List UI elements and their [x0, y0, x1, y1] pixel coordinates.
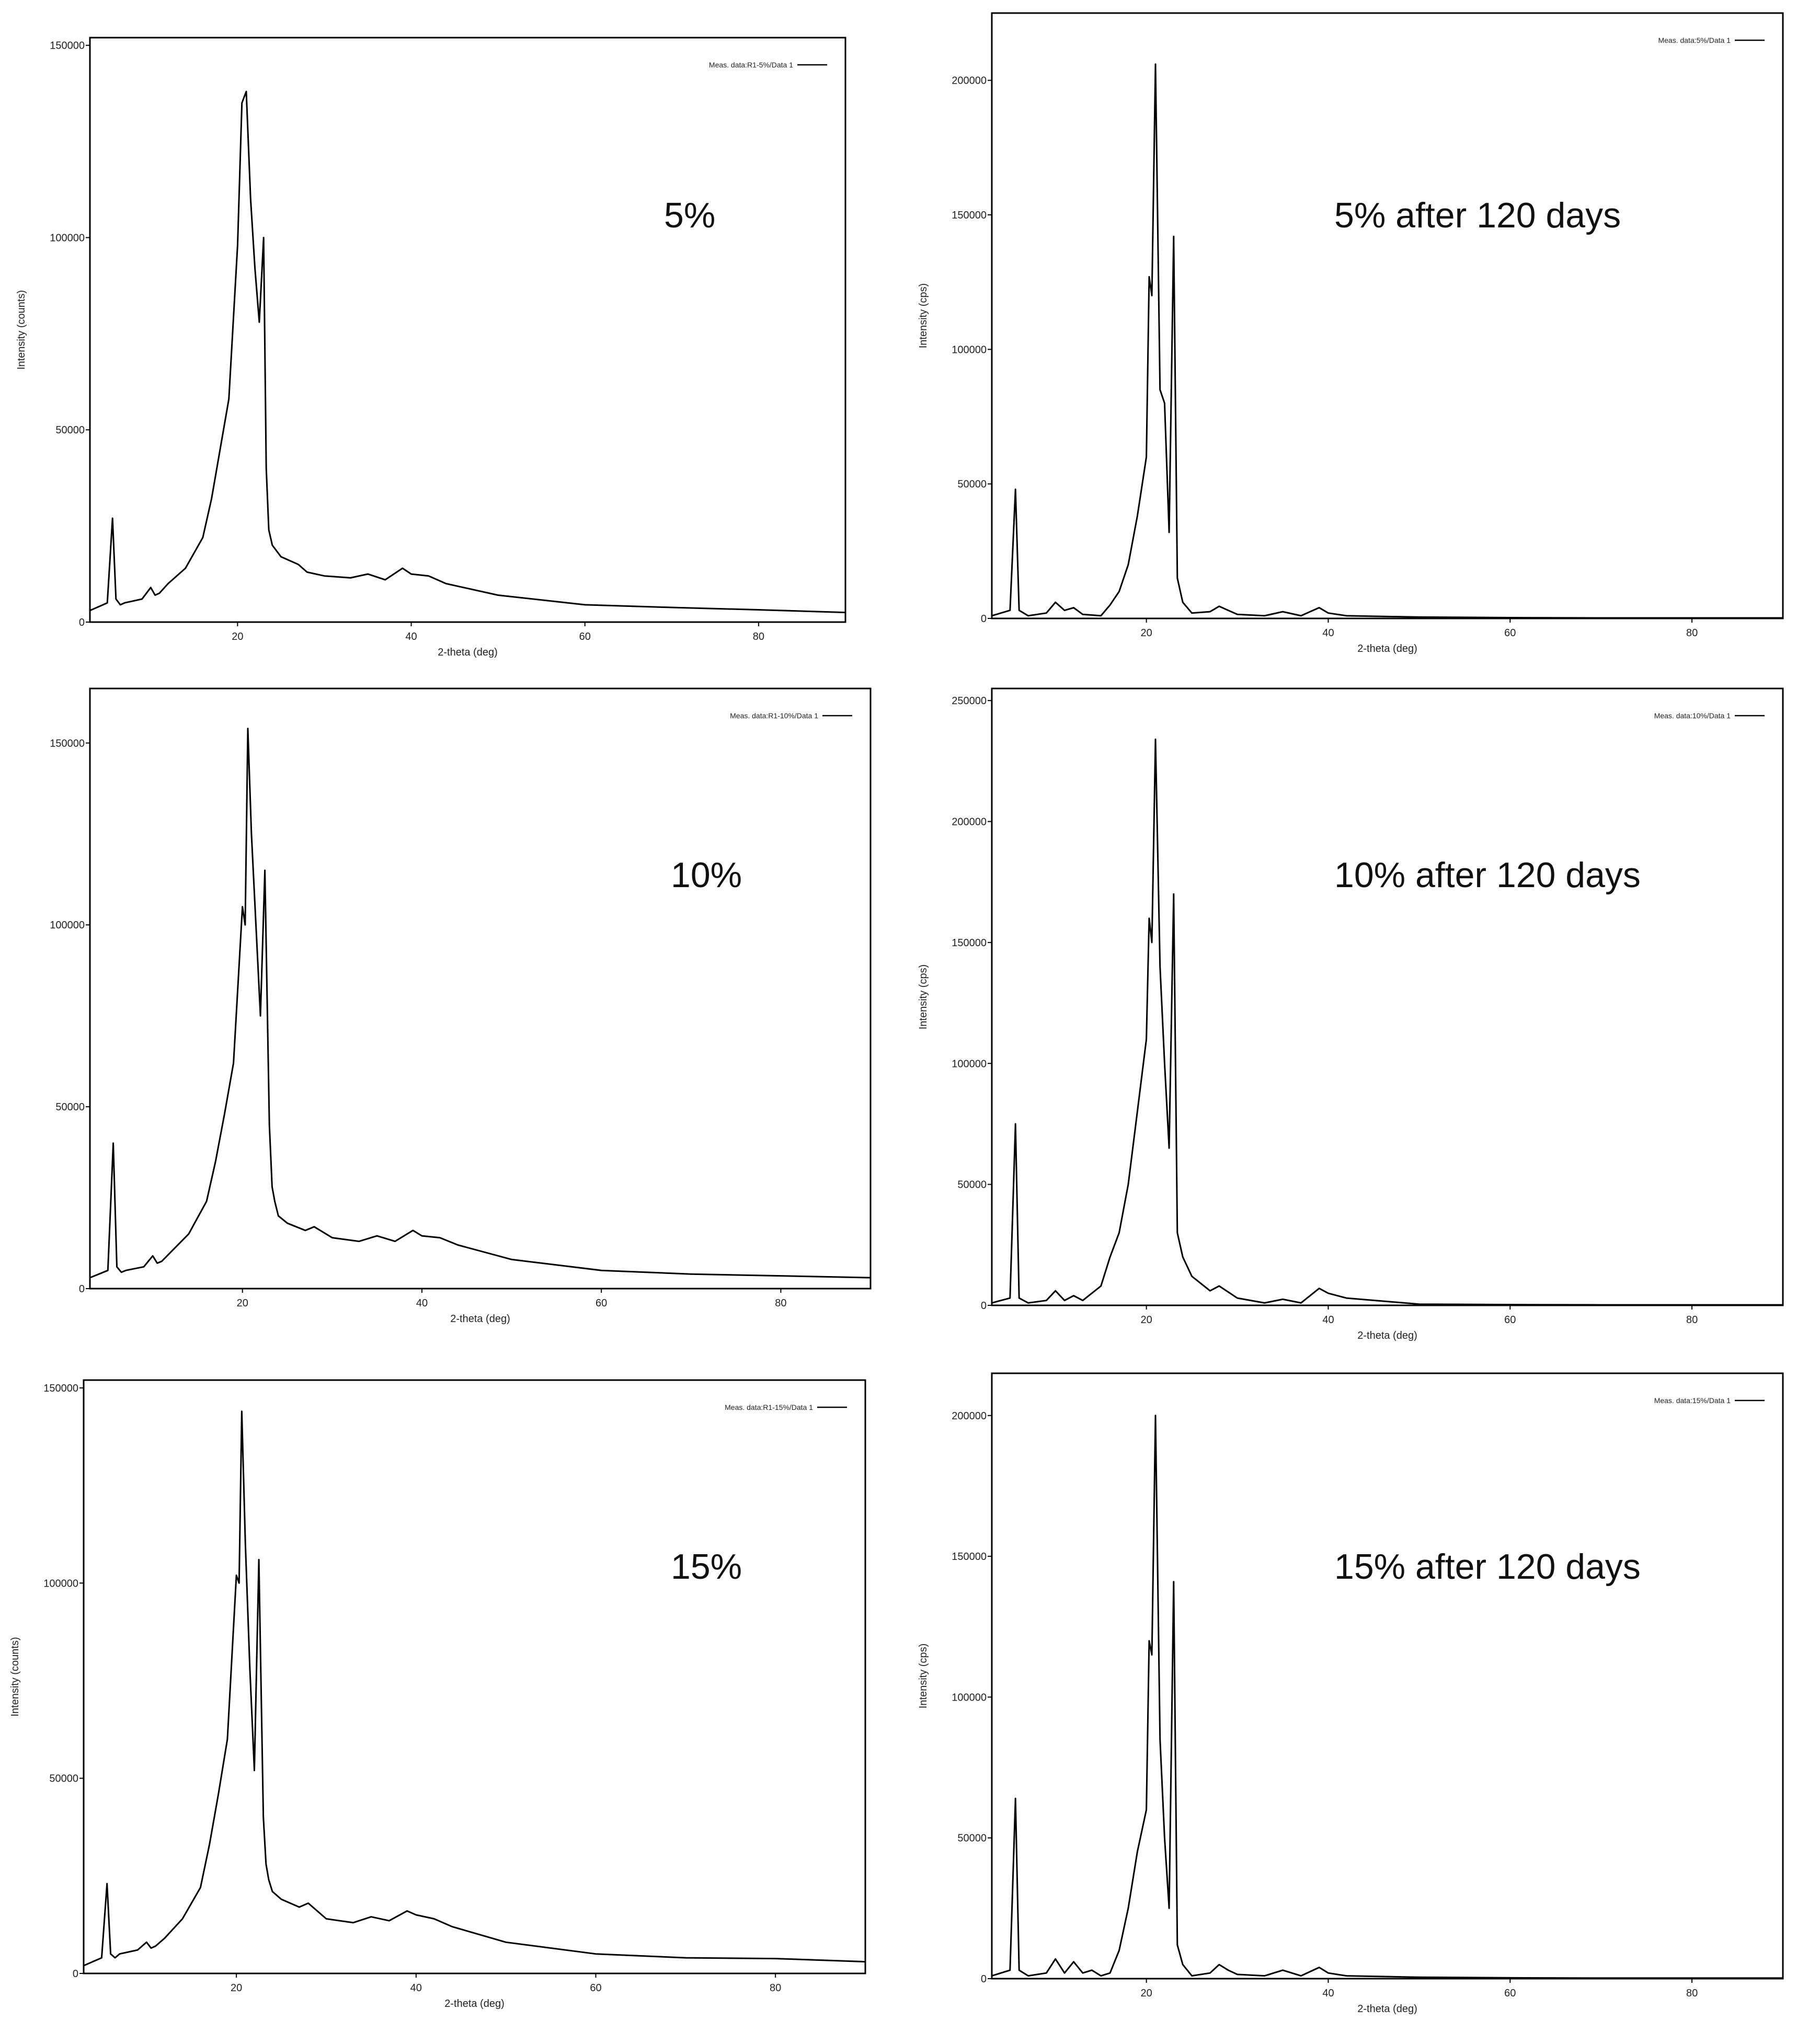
y-tick-label: 100000	[50, 920, 85, 931]
panel-annotation: 10%	[671, 855, 742, 895]
y-tick-label: 50000	[957, 1833, 987, 1844]
y-tick-label: 100000	[952, 344, 987, 355]
y-tick-label: 200000	[952, 1410, 987, 1422]
y-axis-label: Intensity (counts)	[9, 1637, 21, 1716]
plot-frame	[89, 687, 872, 1290]
series-line	[89, 90, 846, 614]
x-tick-label: 40	[410, 1982, 422, 1994]
legend-label: Meas. data:5%/Data 1	[1658, 36, 1731, 44]
series-line	[991, 738, 1783, 1306]
x-tick-label: 80	[775, 1297, 786, 1309]
legend-label: Meas. data:R1-10%/Data 1	[730, 711, 818, 720]
x-tick-label: 80	[770, 1982, 781, 1994]
x-tick-label: 40	[1322, 1314, 1334, 1326]
x-tick-label: 20	[232, 631, 243, 642]
x-tick-label: 20	[237, 1297, 248, 1309]
plot-frame	[991, 1372, 1784, 1980]
x-tick-label: 80	[1686, 1988, 1698, 1999]
x-axis-label: 2-theta (deg)	[1357, 2003, 1417, 2015]
x-axis-label: 2-theta (deg)	[450, 1313, 510, 1325]
y-tick-label: 50000	[957, 479, 987, 490]
series-line	[83, 1410, 866, 1967]
y-tick-label: 150000	[952, 210, 987, 221]
x-tick-label: 60	[579, 631, 591, 642]
y-tick-label: 250000	[952, 695, 987, 707]
x-tick-label: 20	[1141, 1988, 1152, 1999]
chart-panel-5: 20 40 60 80 0 50000 100000 150000 2-theta (deg) I…	[9, 1379, 866, 2009]
chart-panel-2: 20 40 60 80 0 50000 100000 150000 200000 2-theta …	[918, 12, 1784, 654]
legend-label: Meas. data:10%/Data 1	[1654, 711, 1731, 720]
y-tick-label: 50000	[957, 1179, 987, 1191]
x-tick-label: 40	[1322, 627, 1334, 639]
y-tick-label: 150000	[952, 937, 987, 949]
y-tick-label: 100000	[50, 232, 85, 244]
panel-annotation: 15% after 120 days	[1334, 1547, 1641, 1587]
chart-panel-4: 20 40 60 80 0 50000 100000 150000 200000 250000 2-…	[918, 687, 1784, 1341]
y-tick-label: 150000	[952, 1551, 987, 1563]
x-tick-label: 40	[1322, 1988, 1334, 1999]
x-tick-label: 20	[1141, 1314, 1152, 1326]
y-tick-label: 100000	[952, 1692, 987, 1703]
y-tick-label: 50000	[49, 1773, 78, 1785]
panel-annotation: 5%	[664, 196, 715, 235]
legend-label: Meas. data:R1-5%/Data 1	[709, 61, 793, 69]
x-tick-label: 60	[1504, 1314, 1516, 1326]
x-tick-label: 80	[1686, 627, 1698, 639]
chart-panel-1: 20 40 60 80 0 50000 100000 150000 2-theta (deg) I…	[16, 37, 846, 658]
plot-frame	[991, 687, 1784, 1306]
y-tick-label: 50000	[55, 1101, 85, 1113]
y-tick-label: 150000	[50, 738, 85, 749]
y-axis-label: Intensity (counts)	[16, 290, 27, 370]
y-tick-label: 0	[73, 1968, 78, 1980]
x-tick-label: 60	[596, 1297, 607, 1309]
y-tick-label: 0	[79, 617, 85, 628]
x-axis-label: 2-theta (deg)	[1357, 643, 1417, 654]
x-axis-label: 2-theta (deg)	[444, 1998, 505, 2009]
plot-frame	[89, 37, 846, 623]
chart-panel-3: 20 40 60 80 0 50000 100000 150000 2-theta (deg) M…	[50, 687, 872, 1325]
legend-label: Meas. data:15%/Data 1	[1654, 1396, 1731, 1405]
x-tick-label: 40	[405, 631, 417, 642]
x-tick-label: 20	[231, 1982, 242, 1994]
chart-panel-6: 20 40 60 80 0 50000 100000 150000 200000 2-theta …	[918, 1372, 1784, 2015]
panel-annotation: 5% after 120 days	[1334, 196, 1621, 235]
x-axis-label: 2-theta (deg)	[438, 647, 498, 658]
x-tick-label: 20	[1141, 627, 1152, 639]
x-tick-label: 60	[590, 1982, 601, 1994]
x-tick-label: 80	[1686, 1314, 1698, 1326]
series-line	[991, 1415, 1783, 1979]
series-line	[991, 63, 1783, 619]
y-tick-label: 0	[981, 613, 987, 625]
y-tick-label: 100000	[43, 1578, 78, 1589]
y-tick-label: 100000	[952, 1058, 987, 1070]
y-tick-label: 200000	[952, 75, 987, 87]
x-tick-label: 60	[1504, 627, 1516, 639]
y-tick-label: 200000	[952, 817, 987, 828]
legend-label: Meas. data:R1-15%/Data 1	[725, 1403, 813, 1411]
panel-annotation: 10% after 120 days	[1334, 855, 1641, 895]
y-axis-label: Intensity (cps)	[918, 1644, 929, 1708]
y-tick-label: 50000	[55, 424, 85, 436]
y-tick-label: 0	[981, 1300, 987, 1312]
plot-frame	[83, 1379, 866, 1974]
x-tick-label: 80	[753, 631, 764, 642]
x-tick-label: 40	[416, 1297, 428, 1309]
y-tick-label: 150000	[43, 1383, 78, 1394]
plot-frame	[991, 12, 1784, 619]
y-tick-label: 0	[981, 1973, 987, 1985]
y-axis-label: Intensity (cps)	[918, 964, 929, 1029]
x-tick-label: 60	[1504, 1988, 1516, 1999]
y-axis-label: Intensity (cps)	[918, 283, 929, 348]
x-axis-label: 2-theta (deg)	[1357, 1330, 1417, 1341]
y-tick-label: 150000	[50, 40, 85, 52]
series-line	[89, 728, 871, 1279]
y-tick-label: 0	[79, 1283, 85, 1295]
panel-annotation: 15%	[671, 1547, 742, 1587]
